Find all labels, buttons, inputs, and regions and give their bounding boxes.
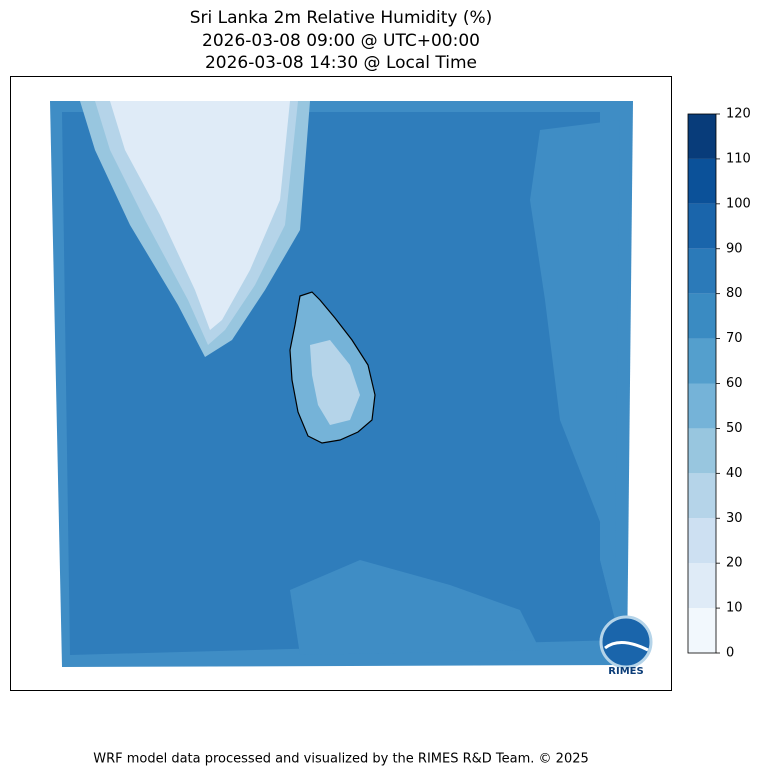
colorbar-segment [688,473,716,519]
colorbar-segment [688,248,716,294]
colorbar-tick-label: 90 [726,241,743,256]
logo-text: RIMES [608,666,643,677]
map: RIMES [10,76,672,691]
title-line: Sri Lanka 2m Relative Humidity (%) [190,8,493,28]
logo: RIMES [599,615,653,677]
title-line: 2026-03-08 09:00 @ UTC+00:00 [202,31,480,51]
colorbar: 0 10 20 30 40 50 60 70 80 90 100 110 120 [687,107,751,661]
title-line: 2026-03-08 14:30 @ Local Time [205,53,477,73]
logo-wave [604,641,649,652]
colorbar-segment [688,158,716,204]
colorbar-tick-label: 110 [726,151,751,166]
land-humidity [310,340,360,425]
colorbar-tick-label: 0 [726,646,734,661]
humidity-field [530,120,620,560]
colorbar-segment [688,608,716,653]
colorbar-tick-label: 30 [726,511,743,526]
colorbar-tick-label: 20 [726,556,743,571]
colorbar-tick-label: 10 [726,601,743,616]
colorbar-segment [688,338,716,384]
colorbar-segment [688,563,716,609]
colorbar-tick-label: 50 [726,421,743,436]
colorbar-segment [688,428,716,474]
colorbar-tick-label: 100 [726,196,751,211]
colorbar-segment [688,518,716,564]
colorbar-tick-label: 60 [726,376,743,391]
colorbar-segment [688,383,716,429]
colorbar-tick-label: 80 [726,286,743,301]
colorbar-tick-label: 70 [726,331,743,346]
colorbar-segment [688,293,716,339]
colorbar-segment [688,114,716,159]
colorbar-tick-label: 40 [726,466,743,481]
colorbar-tick-label: 120 [726,107,751,122]
humidity-field [290,560,540,655]
colorbar-segment [688,203,716,249]
land-humidity [110,101,290,330]
footer: WRF model data processed and visualized … [93,752,589,767]
